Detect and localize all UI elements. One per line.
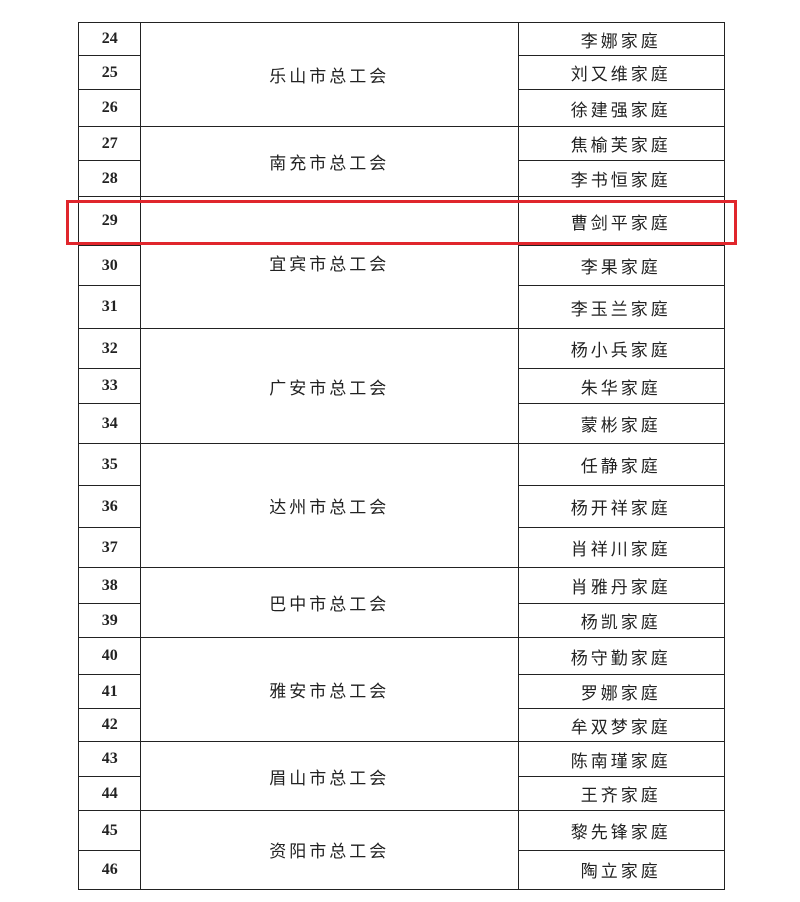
family-name: 陈南瑾家庭 (517, 741, 725, 778)
organization: 眉山市总工会 (140, 741, 519, 812)
family-name: 李玉兰家庭 (517, 285, 725, 330)
row-number: 39 (78, 603, 142, 639)
organization: 宜宾市总工会 (140, 196, 519, 330)
row-number: 26 (78, 89, 142, 128)
row-number: 32 (78, 328, 142, 370)
family-name: 黎先锋家庭 (517, 810, 725, 852)
family-name: 罗娜家庭 (517, 674, 725, 710)
row-number: 38 (78, 567, 142, 605)
row-number: 24 (78, 22, 142, 57)
row-number: 37 (78, 527, 142, 569)
organization: 广安市总工会 (140, 328, 519, 445)
row-number: 28 (78, 160, 142, 198)
row-number: 25 (78, 55, 142, 91)
family-name: 肖雅丹家庭 (517, 567, 725, 605)
row-number: 42 (78, 708, 142, 743)
family-name: 李娜家庭 (517, 22, 725, 57)
family-name: 任静家庭 (517, 443, 725, 487)
row-number: 27 (78, 126, 142, 162)
family-name: 李果家庭 (517, 245, 725, 287)
family-name: 杨开祥家庭 (517, 485, 725, 529)
organization: 南充市总工会 (140, 126, 519, 198)
row-number: 34 (78, 403, 142, 445)
row-number: 41 (78, 674, 142, 710)
organization: 达州市总工会 (140, 443, 519, 569)
row-number: 43 (78, 741, 142, 778)
family-name: 刘又维家庭 (517, 55, 725, 91)
row-number: 30 (78, 245, 142, 287)
row-number: 29 (78, 196, 142, 247)
family-name: 焦榆芙家庭 (517, 126, 725, 162)
organization: 资阳市总工会 (140, 810, 519, 890)
organization: 乐山市总工会 (140, 22, 519, 128)
family-name: 牟双梦家庭 (517, 708, 725, 743)
family-name: 徐建强家庭 (517, 89, 725, 128)
family-name: 王齐家庭 (517, 776, 725, 812)
row-number: 36 (78, 485, 142, 529)
row-number: 33 (78, 368, 142, 405)
family-name: 肖祥川家庭 (517, 527, 725, 569)
organization: 巴中市总工会 (140, 567, 519, 639)
family-name: 陶立家庭 (517, 850, 725, 890)
family-name: 杨守勤家庭 (517, 637, 725, 676)
family-name: 曹剑平家庭 (517, 196, 725, 247)
family-name: 杨凯家庭 (517, 603, 725, 639)
row-number: 46 (78, 850, 142, 890)
family-name: 李书恒家庭 (517, 160, 725, 198)
row-number: 35 (78, 443, 142, 487)
highlight-box (66, 200, 737, 245)
organization: 雅安市总工会 (140, 637, 519, 743)
family-name: 杨小兵家庭 (517, 328, 725, 370)
family-name: 蒙彬家庭 (517, 403, 725, 445)
row-number: 31 (78, 285, 142, 330)
family-name: 朱华家庭 (517, 368, 725, 405)
row-number: 44 (78, 776, 142, 812)
row-number: 40 (78, 637, 142, 676)
row-number: 45 (78, 810, 142, 852)
